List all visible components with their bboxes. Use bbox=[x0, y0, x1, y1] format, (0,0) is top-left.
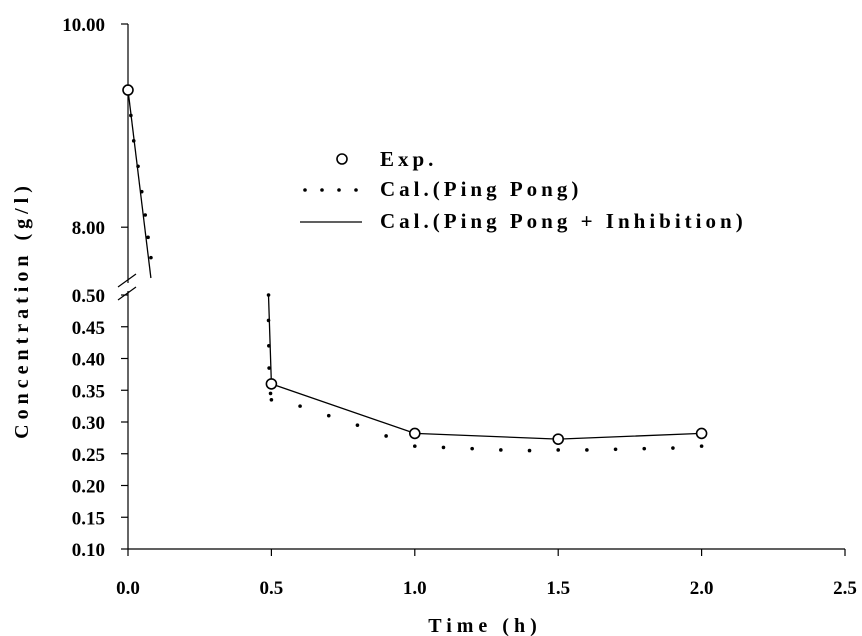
series-ping-pong-point-26 bbox=[613, 447, 618, 452]
series-layer bbox=[122, 84, 708, 453]
series-ping-pong-point-28 bbox=[671, 446, 675, 450]
legend-label-inhibition: Cal.(Ping Pong + Inhibition) bbox=[380, 209, 747, 233]
x-tick-label-5: 2.5 bbox=[833, 578, 857, 599]
y-lower-tick-label-0: 0.10 bbox=[72, 540, 105, 561]
y-upper-tick-label-1: 10.00 bbox=[62, 15, 105, 36]
x-tick-label-3: 1.5 bbox=[546, 578, 570, 599]
x-tick-label-2: 1.0 bbox=[403, 578, 427, 599]
series-ping-pong-point-13 bbox=[268, 391, 273, 396]
y-lower-tick-label-2: 0.20 bbox=[72, 477, 105, 498]
axes bbox=[117, 24, 845, 550]
tick-marks bbox=[121, 23, 846, 556]
series-ping-pong-point-19 bbox=[413, 444, 417, 448]
legend-label-ping-pong: Cal.(Ping Pong) bbox=[380, 177, 582, 201]
y-lower-tick-label-1: 0.15 bbox=[72, 508, 105, 529]
series-ping-pong-point-15 bbox=[298, 404, 302, 408]
series-ping-pong-point-16 bbox=[326, 413, 331, 418]
series-ping-pong-point-25 bbox=[585, 448, 589, 452]
series-ping-pong-point-11 bbox=[267, 366, 271, 370]
series-exp-point-3 bbox=[552, 433, 565, 445]
series-ping-pong-point-29 bbox=[699, 444, 704, 448]
legend: Exp. Cal.(Ping Pong) Cal.(Ping Pong + In… bbox=[300, 147, 747, 233]
y-axis-title: Concentration (g/l) bbox=[11, 181, 33, 439]
legend-label-exp: Exp. bbox=[380, 147, 437, 171]
y-lower-tick-label-6: 0.40 bbox=[72, 350, 105, 371]
series-ping-pong-point-17 bbox=[355, 423, 360, 427]
series-ping-pong-point-7 bbox=[149, 255, 153, 260]
series-ping-pong-point-22 bbox=[499, 448, 503, 452]
x-axis-title: Time (h) bbox=[428, 615, 542, 636]
tick-labels: 0.0 0.5 1.0 1.5 2.0 2.5 8.00 10.00 0.10 0.15 0.20 0… bbox=[62, 15, 857, 599]
series-inhibition-line-0 bbox=[127, 89, 152, 279]
series-exp-point-0 bbox=[122, 84, 134, 96]
axis-break-mark-bottom bbox=[117, 286, 137, 301]
series-ping-pong-point-14 bbox=[269, 397, 274, 402]
series-ping-pong-point-6 bbox=[146, 235, 150, 240]
series-ping-pong-point-23 bbox=[527, 448, 532, 453]
series-ping-pong-point-27 bbox=[642, 446, 647, 451]
x-tick-label-1: 0.5 bbox=[260, 578, 284, 599]
x-tick-label-0: 0.0 bbox=[116, 578, 140, 599]
series-exp-point-2 bbox=[408, 427, 421, 440]
series-ping-pong-point-24 bbox=[556, 448, 560, 452]
axis-break-mark-top bbox=[117, 273, 137, 288]
series-ping-pong-point-18 bbox=[384, 434, 388, 438]
y-lower-tick-label-3: 0.25 bbox=[72, 445, 105, 466]
series-exp-point-4 bbox=[695, 427, 708, 440]
series-ping-pong-point-5 bbox=[143, 213, 148, 217]
series-ping-pong-point-20 bbox=[441, 445, 446, 450]
series-inhibition-line-1 bbox=[267, 294, 702, 440]
series-ping-pong-point-21 bbox=[470, 446, 474, 451]
x-tick-label-4: 2.0 bbox=[690, 578, 714, 599]
legend-marker-exp bbox=[336, 153, 348, 165]
series-exp-point-1 bbox=[265, 378, 278, 390]
legend-marker-ping-pong bbox=[303, 188, 358, 192]
y-lower-tick-label-5: 0.35 bbox=[72, 381, 105, 402]
y-upper-tick-label-0: 8.00 bbox=[72, 218, 105, 239]
y-lower-tick-label-4: 0.30 bbox=[72, 413, 105, 434]
y-lower-tick-label-7: 0.45 bbox=[72, 318, 105, 339]
y-lower-tick-label-8: 0.50 bbox=[72, 286, 105, 307]
